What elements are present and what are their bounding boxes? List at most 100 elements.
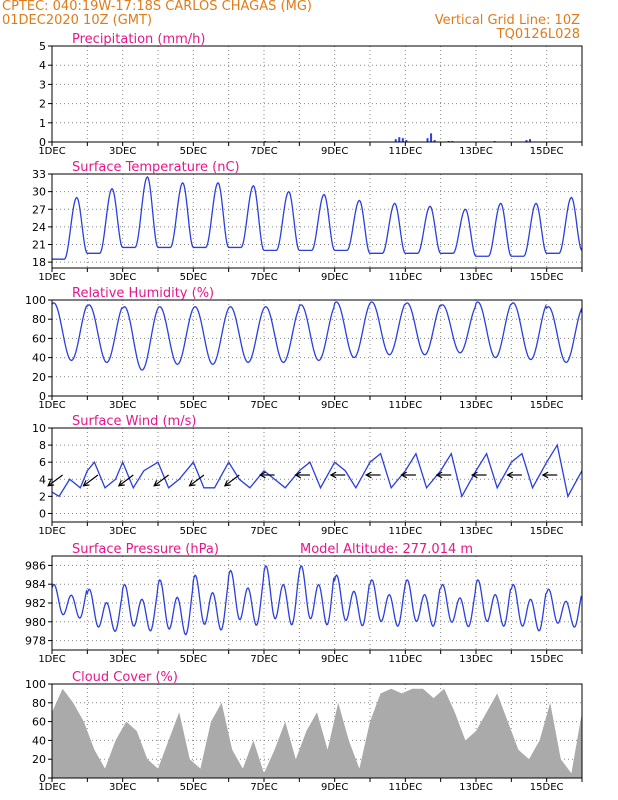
pres-xtick-label: 11DEC: [388, 654, 422, 665]
precip-frame: [51, 45, 583, 143]
cloud-area: [52, 688, 582, 778]
chart-header: CPTEC: 040:19W-17:18S CARLOS CHAGAS (MG)…: [0, 0, 618, 46]
precip-bar: [401, 138, 404, 142]
wind-arrowhead: [364, 471, 372, 479]
temp-ytick-label: 21: [32, 239, 46, 252]
wind-ytick-label: 4: [39, 473, 46, 486]
rh-xtick-label: 3DEC: [109, 400, 136, 411]
rh-ytick-label: 80: [32, 313, 46, 326]
temp-xtick-label: 1DEC: [38, 272, 65, 283]
precip-xtick-label: 11DEC: [388, 146, 422, 157]
wind-ytick-label: 8: [39, 439, 46, 452]
rh-ytick-label: 20: [32, 371, 46, 384]
cloud-xtick-label: 15DEC: [530, 782, 564, 793]
pres-xtick-label: 1DEC: [38, 654, 65, 665]
precip-ytick-label: 2: [39, 98, 46, 111]
vertical-grid-label: Vertical Grid Line: 10Z: [434, 13, 580, 28]
precip-ytick-label: 4: [39, 59, 46, 72]
pres-xtick-label: 3DEC: [109, 654, 136, 665]
temp-xtick-label: 7DEC: [250, 272, 277, 283]
temp-title: Surface Temperature (nC): [72, 160, 240, 175]
precip-bar: [405, 140, 408, 142]
precip-ytick-label: 5: [39, 40, 46, 53]
wind-arrowhead: [329, 471, 337, 479]
model-altitude-label: Model Altitude: 277.014 m: [300, 542, 473, 557]
cloud-xtick-label: 1DEC: [38, 782, 65, 793]
wind-arrowhead: [223, 480, 231, 487]
pres-line: [51, 564, 583, 636]
pres-ytick-label: 984: [25, 578, 46, 591]
wind-xtick-label: 7DEC: [250, 526, 277, 537]
cloud-title: Cloud Cover (%): [72, 670, 178, 685]
cloud-ytick-label: 80: [32, 697, 46, 710]
cloud-xtick-label: 11DEC: [388, 782, 422, 793]
temp-ytick-label: 27: [32, 203, 46, 216]
precip-xtick-label: 5DEC: [180, 146, 207, 157]
pres-ytick-label: 978: [25, 635, 46, 648]
rh-xtick-label: 11DEC: [388, 400, 422, 411]
temp-xtick-label: 13DEC: [459, 272, 493, 283]
cloud-xtick-label: 5DEC: [180, 782, 207, 793]
wind-arrow: [224, 474, 240, 487]
precip-bar: [525, 140, 528, 142]
precip-xtick-label: 1DEC: [38, 146, 65, 157]
wind-ytick-label: 0: [39, 507, 46, 520]
wind-xtick-label: 13DEC: [459, 526, 493, 537]
precip-ytick-label: 0: [39, 136, 46, 149]
wind-arrow: [189, 474, 205, 487]
wind-arrow: [153, 474, 169, 487]
wind-arrowhead: [470, 471, 478, 479]
cloud-ytick-label: 100: [25, 678, 46, 691]
precip-ytick-label: 3: [39, 78, 46, 91]
temp-line: [52, 175, 583, 260]
wind-arrowhead: [258, 471, 266, 479]
wind-arrowhead: [188, 480, 196, 487]
rh-frame: [51, 299, 583, 397]
rh-xtick-label: 1DEC: [38, 400, 65, 411]
cloud-xtick-label: 9DEC: [321, 782, 348, 793]
temp-xtick-label: 5DEC: [180, 272, 207, 283]
cloud-xtick-label: 7DEC: [250, 782, 277, 793]
rh-xtick-label: 15DEC: [530, 400, 564, 411]
wind-xtick-label: 5DEC: [180, 526, 207, 537]
wind-arrowhead: [82, 480, 90, 487]
pres-xtick-label: 5DEC: [180, 654, 207, 665]
precip-bar: [529, 139, 531, 142]
rh-xtick-label: 5DEC: [180, 400, 207, 411]
wind-xtick-label: 9DEC: [321, 526, 348, 537]
pres-ytick-label: 980: [25, 616, 46, 629]
wind-arrowhead: [400, 471, 408, 479]
cloud-xtick-label: 3DEC: [109, 782, 136, 793]
wind-xtick-label: 1DEC: [38, 526, 65, 537]
precip-bar: [433, 140, 436, 142]
temp-xtick-label: 9DEC: [321, 272, 348, 283]
wind-xtick-label: 15DEC: [530, 526, 564, 537]
wind-arrow: [83, 474, 99, 487]
wind-frame: [51, 427, 583, 523]
precip-ytick-label: 1: [39, 117, 46, 130]
wind-ytick-label: 10: [32, 422, 46, 435]
rh-xtick-label: 13DEC: [459, 400, 493, 411]
temp-xtick-label: 15DEC: [530, 272, 564, 283]
temp-ytick-label: 18: [32, 256, 46, 269]
precip-bar: [430, 133, 433, 142]
precip-xtick-label: 3DEC: [109, 146, 136, 157]
wind-xtick-label: 3DEC: [109, 526, 136, 537]
pres-xtick-label: 9DEC: [321, 654, 348, 665]
model-label: TQ0126L028: [496, 27, 580, 42]
wind-arrowhead: [153, 480, 161, 487]
rh-ytick-label: 0: [39, 390, 46, 403]
wind-ytick-label: 2: [39, 490, 46, 503]
wind-arrowhead: [294, 471, 302, 479]
wind-line: [51, 443, 583, 499]
wind-arrow: [47, 474, 63, 487]
precip-bar: [426, 138, 429, 142]
precip-xtick-label: 9DEC: [321, 146, 348, 157]
pres-ytick-label: 986: [25, 559, 46, 572]
temp-xtick-label: 3DEC: [109, 272, 136, 283]
precip-bar: [398, 137, 401, 142]
precip-xtick-label: 13DEC: [459, 146, 493, 157]
wind-arrow: [118, 474, 134, 487]
pres-title: Surface Pressure (hPa): [72, 542, 219, 557]
